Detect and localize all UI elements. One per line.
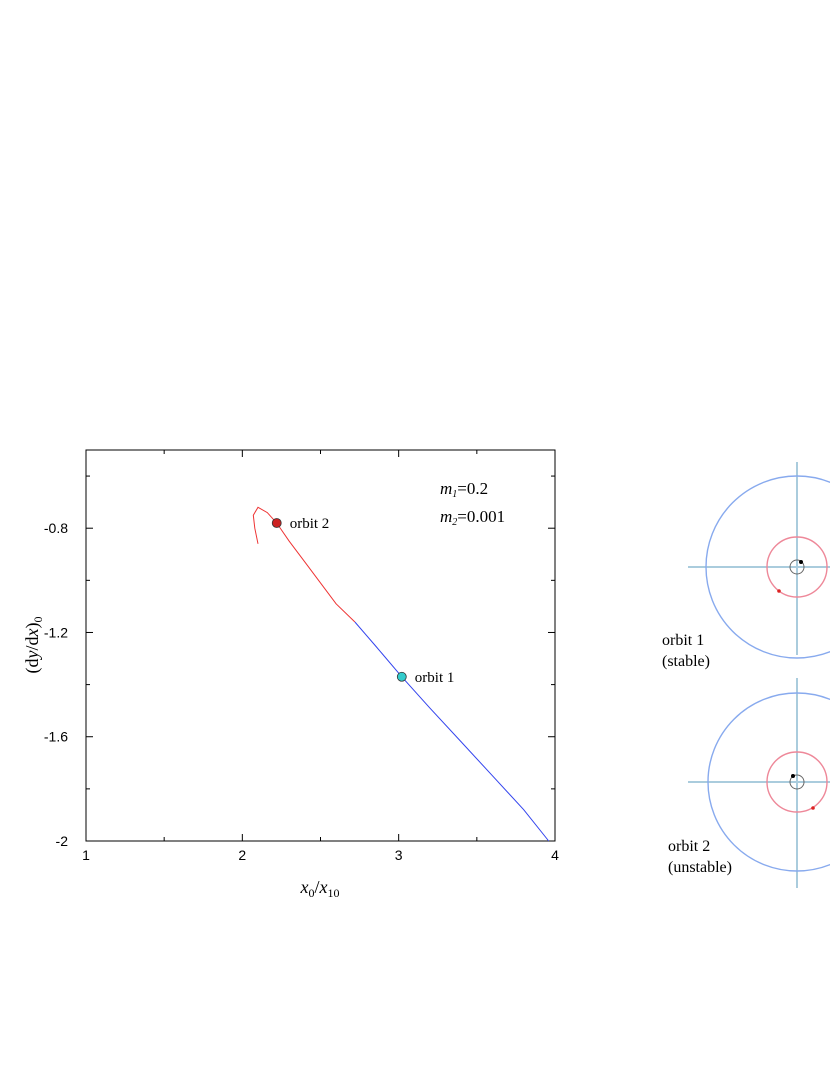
inset2-central-mass: [789, 774, 805, 790]
main-plot: 1 2 3 4 -0.8 -1.2 -1.6 -2 orbit 2 orbit 1 m1=0.2…: [22, 449, 559, 900]
inset2-inner-orbit: [766, 751, 828, 813]
inset1-body-red: [777, 589, 781, 593]
inset1-outer-orbit: [705, 475, 830, 659]
x-axis-label: x0/x10: [299, 877, 339, 900]
inset2-label-line1: orbit 2: [668, 838, 710, 855]
x-tick-label: 2: [238, 847, 246, 863]
inset1-label-line2: (stable): [662, 653, 710, 670]
y-tick-label: -0.8: [44, 520, 68, 536]
x-tick-label: 3: [395, 847, 403, 863]
inset2-body-dark: [791, 774, 795, 778]
highlight-point-1: [271, 518, 282, 528]
inset2-body-red: [811, 806, 815, 810]
y-tick-label: -1.6: [44, 729, 68, 745]
x-tick-label: 4: [551, 847, 559, 863]
inset1-inner-orbit: [766, 536, 828, 598]
tick-labels: 1 2 3 4 -0.8 -1.2 -1.6 -2: [44, 520, 559, 863]
y-tick-label: -2: [56, 833, 69, 849]
point-label-1: orbit 2: [290, 516, 330, 532]
points-layer: orbit 2 orbit 1: [271, 516, 455, 686]
inset2-outer-orbit: [707, 692, 830, 872]
inset-orbit-1: orbit 1 (stable): [662, 462, 830, 670]
inset1-central-mass: [789, 559, 805, 575]
inset1-body-dark: [799, 560, 803, 564]
y-tick-label: -1.2: [44, 624, 68, 640]
series-line-2: [354, 621, 550, 842]
inset-orbit-2: orbit 2 (unstable): [668, 678, 830, 888]
m1-label: m1=0.2: [440, 479, 488, 500]
y-axis-label: (dy/dx)0: [22, 616, 45, 673]
point-label-2: orbit 1: [415, 670, 455, 686]
axis-ticks: [85, 450, 556, 842]
m2-label: m2=0.001: [440, 507, 505, 528]
inset2-label-line2: (unstable): [668, 859, 732, 876]
x-tick-label: 1: [82, 847, 90, 863]
inset1-label-line1: orbit 1: [662, 632, 704, 649]
highlight-point-2: [396, 671, 407, 682]
